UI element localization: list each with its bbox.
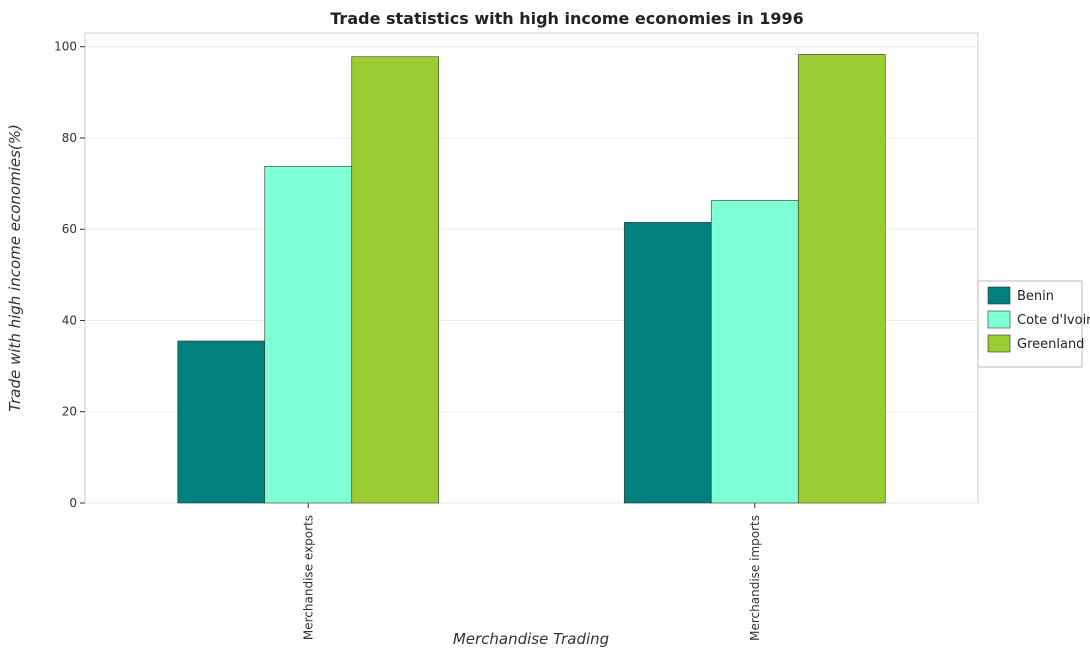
legend-label: Cote d'Ivoire <box>1017 313 1090 328</box>
bar <box>711 200 798 503</box>
y-tick-label: 80 <box>62 131 77 145</box>
x-tick-label: Merchandise imports <box>748 515 762 641</box>
legend-swatch <box>988 335 1010 352</box>
y-tick-label: 0 <box>69 496 77 510</box>
x-axis-label: Merchandise Trading <box>453 630 609 648</box>
y-tick-label: 40 <box>62 313 77 327</box>
bar <box>352 57 439 503</box>
y-axis-label: Trade with high income economies(%) <box>6 124 24 412</box>
y-axis-ticks: 0 20 40 60 80 100 <box>54 40 85 510</box>
legend-label: Benin <box>1017 289 1054 304</box>
bar <box>265 166 352 503</box>
y-tick-label: 100 <box>54 40 77 54</box>
chart-title: Trade statistics with high income econom… <box>330 9 803 28</box>
bar <box>798 54 885 503</box>
bar <box>624 222 711 503</box>
y-tick-label: 60 <box>62 222 77 236</box>
legend-swatch <box>988 287 1010 304</box>
legend-swatch <box>988 311 1010 328</box>
bar <box>178 341 265 503</box>
x-axis-ticks: Merchandise exports Merchandise imports <box>301 503 762 641</box>
x-tick-label: Merchandise exports <box>301 515 315 640</box>
legend: Benin Cote d'Ivoire Greenland <box>978 281 1090 367</box>
y-tick-label: 20 <box>62 405 77 419</box>
legend-label: Greenland <box>1017 337 1084 352</box>
